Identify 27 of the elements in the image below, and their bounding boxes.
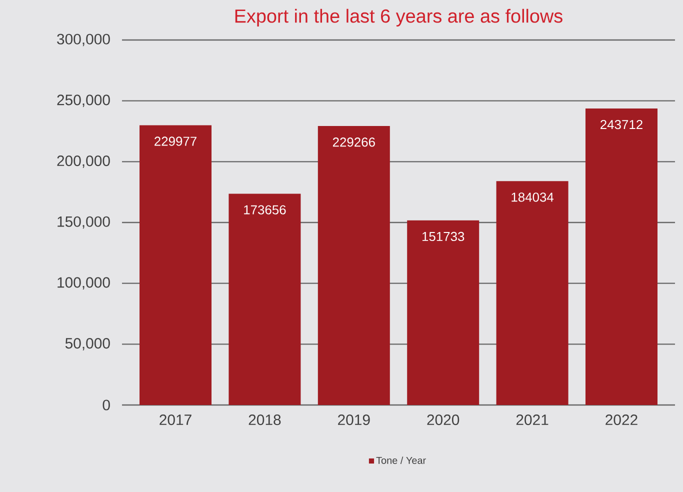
x-tick-label: 2018 <box>248 414 281 426</box>
data-label: 184034 <box>512 192 554 202</box>
y-tick-label: 200,000 <box>57 155 110 168</box>
x-tick-label: 2020 <box>427 414 460 426</box>
y-tick-label: 150,000 <box>58 216 110 229</box>
bar <box>318 126 390 405</box>
data-label: 173656 <box>244 205 286 214</box>
y-tick-label: 300,000 <box>57 34 110 46</box>
data-label: 151733 <box>422 232 464 242</box>
y-tick-label: 250,000 <box>57 94 110 107</box>
y-tick-label: 100,000 <box>58 277 110 290</box>
data-label: 229266 <box>332 138 375 147</box>
x-tick-label: 2021 <box>516 414 548 426</box>
x-tick-label: 2017 <box>160 414 192 426</box>
x-tick-label: 2022 <box>606 414 638 426</box>
y-tick-label: 50,000 <box>65 338 110 350</box>
bar <box>228 194 301 405</box>
bar <box>496 181 568 405</box>
data-label: 229977 <box>154 136 196 146</box>
y-tick-label: 0 <box>102 400 110 410</box>
legend-label: Tone / Year <box>376 456 426 464</box>
x-tick-label: 2019 <box>338 414 370 426</box>
chart-title: Export in the last 6 years are as follows <box>235 8 562 27</box>
bar <box>585 108 658 405</box>
bar <box>140 125 212 405</box>
data-label: 243712 <box>600 120 642 130</box>
bar <box>407 220 480 405</box>
